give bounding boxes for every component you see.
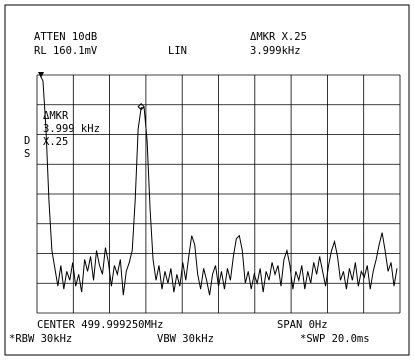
footer-text: SPAN 0Hz xyxy=(277,319,328,331)
footer-text: *SWP 20.0ms xyxy=(300,333,370,345)
marker-diamond xyxy=(137,103,145,111)
frame xyxy=(4,4,410,356)
header-text: ΔMKR X.25 xyxy=(250,31,307,43)
side-label: S xyxy=(24,148,30,160)
marker-annotation: ΔMKR xyxy=(43,110,69,122)
footer-text: CENTER 499.999250MHz xyxy=(37,319,163,331)
side-label: D xyxy=(24,135,30,147)
header-text: RL 160.1mV xyxy=(34,45,98,57)
footer-text: VBW 30kHz xyxy=(157,333,214,345)
footer-text: *RBW 30kHz xyxy=(9,333,72,345)
marker-annotation: X.25 xyxy=(43,136,68,148)
marker-annotation: 3.999 kHz xyxy=(43,123,100,135)
header-text: LIN xyxy=(168,45,187,57)
header-text: ATTEN 10dB xyxy=(34,31,97,43)
header-text: 3.999kHz xyxy=(250,45,301,57)
reference-marker xyxy=(38,72,44,78)
trace xyxy=(39,74,398,296)
